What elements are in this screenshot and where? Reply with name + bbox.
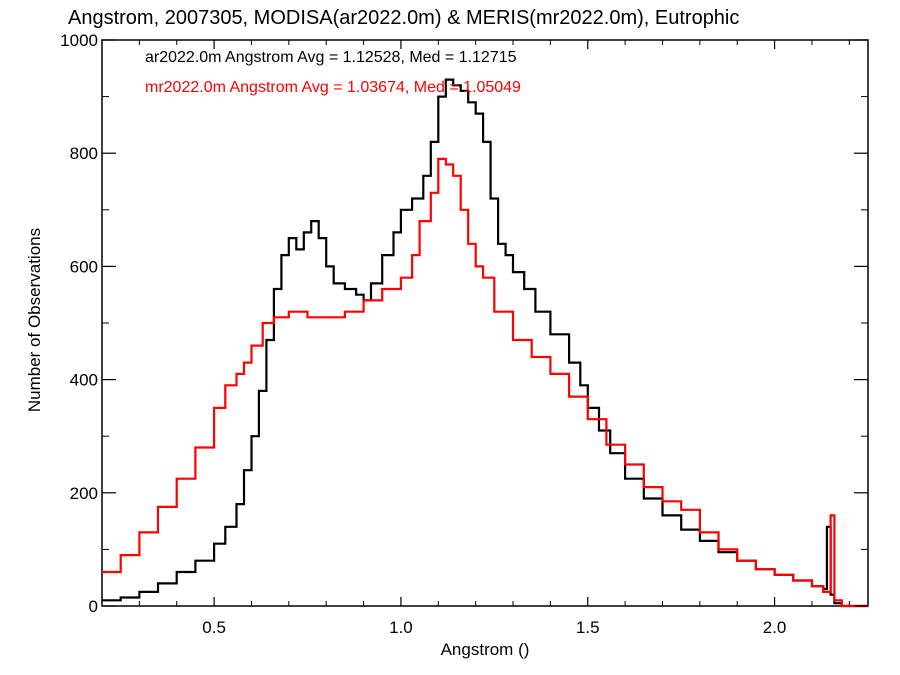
- y-tick-label: 0: [89, 597, 98, 616]
- plot-area: 0.5 1.0 1.5 2.0 0 200 400 600 800 1000: [60, 31, 869, 637]
- annotation-ar2022: ar2022.0m Angstrom Avg = 1.12528, Med = …: [145, 49, 517, 66]
- annotation-mr2022: mr2022.0m Angstrom Avg = 1.03674, Med = …: [145, 79, 521, 96]
- series-line-ar2022-0m: [102, 78, 868, 608]
- y-tick-label: 400: [70, 371, 98, 390]
- y-tick-label: 600: [70, 257, 98, 276]
- x-tick-label: 2.0: [763, 618, 787, 637]
- y-axis-title: Number of Observations: [25, 228, 44, 412]
- x-tick-label: 0.5: [202, 618, 226, 637]
- chart-title: Angstrom, 2007305, MODISA(ar2022.0m) & M…: [68, 7, 739, 29]
- x-tick-label: 1.5: [576, 618, 600, 637]
- series-layer: [102, 78, 868, 608]
- y-tick-label: 1000: [60, 31, 98, 50]
- y-tick-label: 200: [70, 484, 98, 503]
- x-tick-label: 1.0: [389, 618, 413, 637]
- y-tick-label: 800: [70, 144, 98, 163]
- tick-layer: 0.5 1.0 1.5 2.0 0 200 400 600 800 1000: [60, 31, 868, 637]
- plot-frame: [101, 39, 869, 607]
- series-line-mr2022-0m: [102, 157, 868, 608]
- x-axis-title: Angstrom (): [441, 640, 530, 659]
